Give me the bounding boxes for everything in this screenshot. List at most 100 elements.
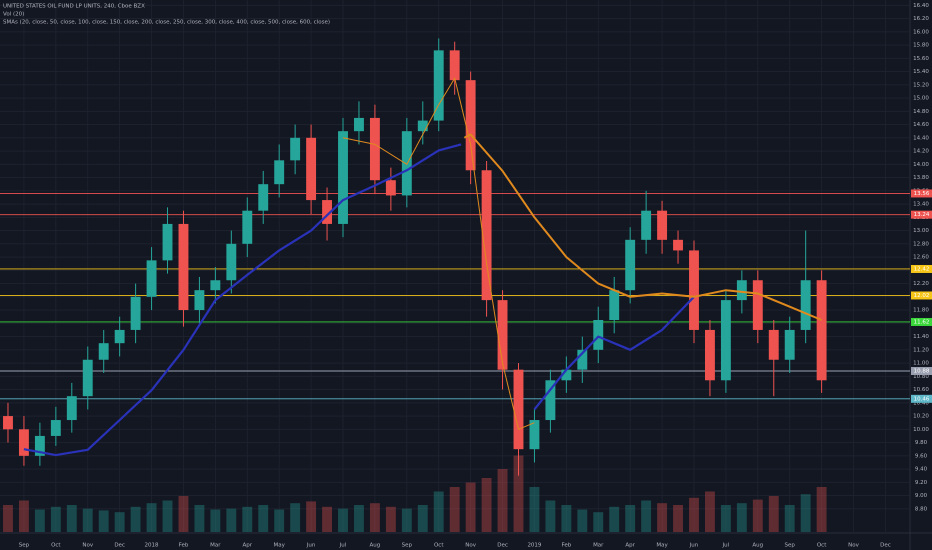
level-label: 10.46 [914, 396, 930, 402]
candles [3, 38, 827, 476]
x-tick-label: Jul [339, 543, 347, 549]
y-tick-label: 14.60 [913, 122, 929, 128]
candle-body [114, 329, 125, 344]
level-label: 12.42 [914, 266, 930, 272]
volume-bar [274, 509, 285, 532]
y-tick-label: 9.40 [915, 467, 928, 473]
x-tick-label: Feb [179, 543, 189, 549]
candle-body [816, 280, 827, 381]
sma-line [463, 133, 822, 321]
y-tick-label: 8.80 [915, 506, 928, 512]
y-tick-label: 15.00 [913, 96, 929, 102]
candle-body [274, 160, 285, 185]
volume-bar [689, 497, 699, 532]
volume-bar [800, 494, 811, 532]
volume-bar [529, 487, 540, 532]
x-tick-label: Nov [848, 543, 859, 549]
sma-line [533, 296, 695, 411]
candle-body [417, 120, 428, 132]
y-tick-label: 12.60 [913, 255, 929, 261]
x-tick-label: Jun [689, 543, 699, 549]
candle-body [561, 369, 572, 381]
x-tick-label: Jul [722, 543, 730, 549]
x-tick-label: Oct [434, 543, 444, 549]
volume-bar [194, 505, 205, 532]
candle-body [577, 349, 588, 370]
volume-bar [306, 501, 317, 532]
volume-bar [162, 500, 173, 532]
level-tag [911, 367, 932, 376]
volume-bar [433, 491, 444, 532]
x-tick-label: Sep [402, 543, 413, 549]
volume-bar [704, 491, 715, 532]
y-tick-label: 11.20 [913, 347, 929, 353]
y-tick-label: 13.80 [913, 175, 929, 181]
x-tick-label: Mar [210, 543, 221, 549]
y-tick-label: 11.40 [913, 334, 929, 340]
candle-body [226, 243, 237, 281]
candle-body [66, 396, 77, 421]
chart-title: UNITED STATES OIL FUND LP UNITS, 240, Cb… [3, 4, 145, 10]
y-tick-label: 10.40 [913, 400, 929, 406]
y-tick-label: 15.80 [913, 43, 929, 49]
x-tick-label: May [274, 543, 286, 549]
candle-body [593, 319, 604, 350]
candle-body [50, 420, 61, 436]
volume-bar [657, 503, 668, 532]
level-label: 11.62 [914, 319, 930, 325]
candle-body [369, 117, 380, 181]
level-tag [911, 291, 932, 300]
volume-bar [3, 505, 13, 532]
x-tick-label: Sep [19, 543, 30, 549]
x-tick-label: Sep [785, 543, 796, 549]
y-tick-label: 9.60 [915, 453, 928, 459]
y-tick-label: 15.40 [913, 69, 929, 75]
volume-bar [146, 503, 157, 532]
x-tick-label: 2018 [145, 543, 159, 549]
candle-body [673, 239, 683, 251]
y-tick-label: 10.20 [913, 414, 929, 420]
candle-body [194, 290, 205, 311]
volume-bar [417, 505, 428, 532]
volume-bar [593, 512, 604, 532]
candle-body [720, 300, 731, 381]
candle-body [178, 223, 189, 311]
y-tick-label: 14.20 [913, 149, 929, 155]
volume-bar [114, 512, 125, 532]
candle-body [609, 290, 620, 320]
levels [0, 193, 910, 400]
volume-bar [242, 506, 253, 532]
candle-body [689, 250, 699, 330]
volume-bar [369, 503, 380, 532]
y-tick-label: 10.00 [913, 427, 929, 433]
volume-bar [561, 505, 572, 532]
volume-bar [178, 496, 189, 532]
candle-body [322, 200, 332, 224]
volume-bar [258, 505, 269, 532]
volume-bar [66, 505, 77, 532]
y-tick-label: 13.40 [913, 202, 929, 208]
candle-body [625, 239, 636, 291]
candle-body [784, 329, 795, 360]
volume-bar [641, 500, 652, 532]
x-tick-label: Apr [625, 543, 635, 549]
grid [0, 0, 910, 532]
level-label: 12.02 [914, 293, 930, 299]
x-tick-label: Feb [561, 543, 571, 549]
volume [3, 455, 827, 532]
level-label: 13.56 [914, 191, 930, 197]
candle-body [3, 416, 13, 430]
volume-bar [784, 505, 795, 532]
x-tick-label: Nov [82, 543, 93, 549]
y-tick-label: 11.00 [913, 361, 929, 367]
candle-body [82, 359, 93, 397]
y-tick-label: 11.80 [913, 308, 929, 314]
y-tick-label: 12.20 [913, 281, 929, 287]
candle-body [130, 296, 141, 330]
candle-body [497, 300, 508, 370]
volume-bar [210, 509, 221, 532]
x-tick-label: Mar [593, 543, 604, 549]
candle-body [641, 210, 652, 240]
